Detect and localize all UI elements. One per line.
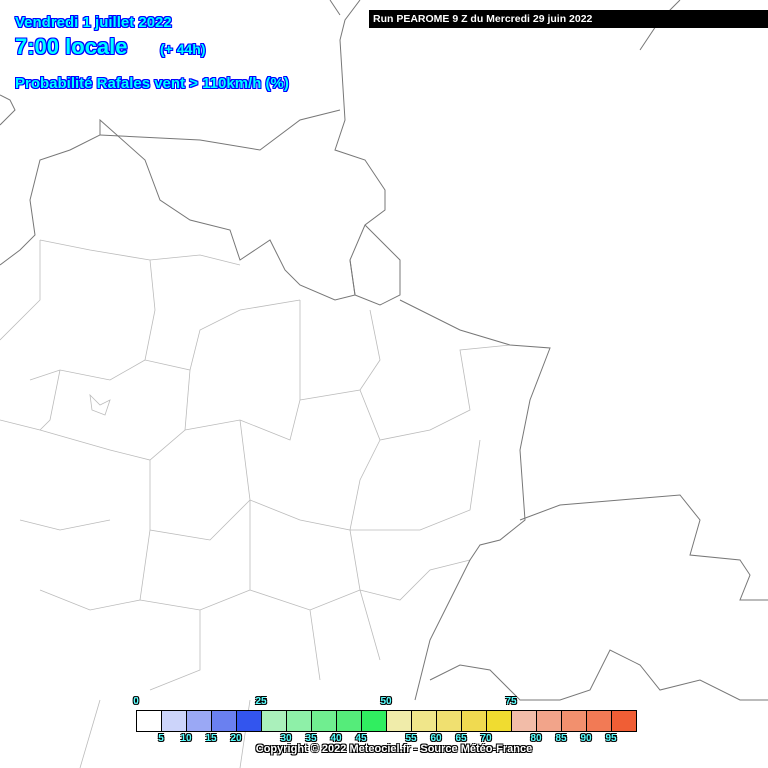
scale-label-top: 50 bbox=[380, 696, 392, 707]
color-scale-box bbox=[187, 711, 212, 731]
scale-label-bottom: 60 bbox=[430, 733, 442, 744]
forecast-hour: 7:00 locale bbox=[15, 34, 128, 59]
scale-label-bottom: 20 bbox=[230, 733, 242, 744]
color-scale-box bbox=[337, 711, 362, 731]
color-scale-box bbox=[487, 711, 512, 731]
color-scale-box bbox=[162, 711, 187, 731]
forecast-date: Vendredi 1 juillet 2022 bbox=[15, 14, 172, 31]
color-scale-box bbox=[387, 711, 412, 731]
scale-label-bottom: 35 bbox=[305, 733, 317, 744]
color-scale-box bbox=[537, 711, 562, 731]
color-scale-box bbox=[287, 711, 312, 731]
color-scale-box bbox=[612, 711, 636, 731]
scale-label-bottom: 90 bbox=[580, 733, 592, 744]
scale-label-top: 0 bbox=[133, 696, 139, 707]
lead-time: (+ 44h) bbox=[160, 41, 206, 57]
scale-label-bottom: 10 bbox=[180, 733, 192, 744]
scale-label-bottom: 15 bbox=[205, 733, 217, 744]
color-scale-box bbox=[212, 711, 237, 731]
color-scale-box bbox=[512, 711, 537, 731]
color-scale-box bbox=[362, 711, 387, 731]
scale-label-bottom: 45 bbox=[355, 733, 367, 744]
scale-label-bottom: 5 bbox=[158, 733, 164, 744]
color-scale-box bbox=[587, 711, 612, 731]
parameter-title: Probabilité Rafales vent > 110km/h (%) bbox=[15, 75, 289, 92]
color-scale-box bbox=[562, 711, 587, 731]
color-scale bbox=[136, 710, 637, 732]
scale-label-bottom: 80 bbox=[530, 733, 542, 744]
scale-label-top: 25 bbox=[255, 696, 267, 707]
run-banner: Run PEAROME 9 Z du Mercredi 29 juin 2022 bbox=[369, 10, 768, 28]
scale-label-bottom: 55 bbox=[405, 733, 417, 744]
color-scale-box bbox=[312, 711, 337, 731]
scale-label-bottom: 70 bbox=[480, 733, 492, 744]
scale-label-bottom: 85 bbox=[555, 733, 567, 744]
color-scale-box bbox=[437, 711, 462, 731]
scale-label-bottom: 30 bbox=[280, 733, 292, 744]
scale-label-bottom: 95 bbox=[605, 733, 617, 744]
color-scale-box bbox=[412, 711, 437, 731]
coastline-and-national-borders bbox=[0, 0, 768, 701]
color-scale-box bbox=[237, 711, 262, 731]
color-scale-box bbox=[137, 711, 162, 731]
color-scale-box bbox=[462, 711, 487, 731]
scale-label-bottom: 65 bbox=[455, 733, 467, 744]
scale-label-bottom: 40 bbox=[330, 733, 342, 744]
department-borders bbox=[0, 239, 511, 768]
color-scale-box bbox=[262, 711, 287, 731]
copyright: Copyright © 2022 Meteociel.fr - Source M… bbox=[255, 743, 533, 755]
scale-label-top: 75 bbox=[505, 696, 517, 707]
